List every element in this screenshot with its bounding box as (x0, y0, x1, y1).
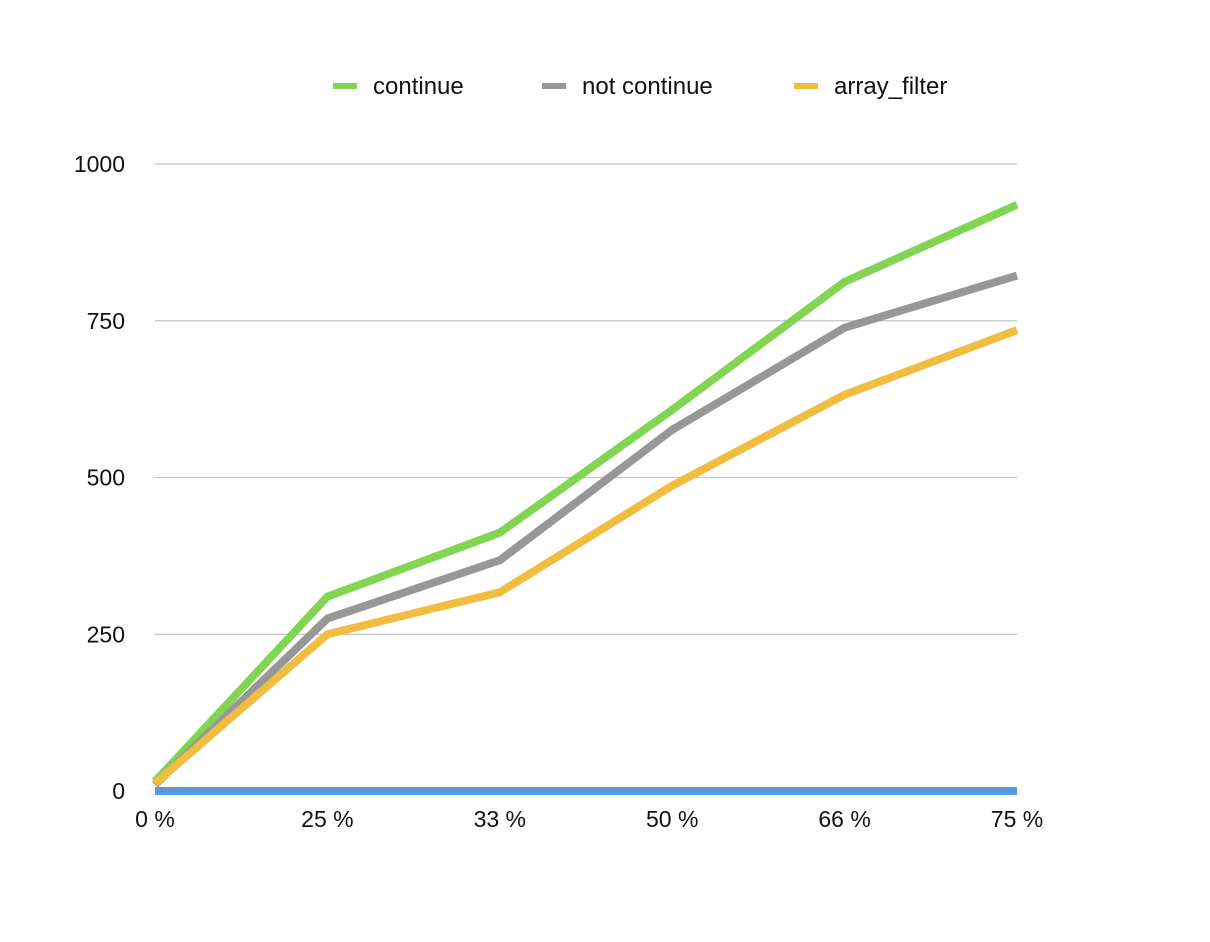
y-tick-label: 750 (87, 308, 125, 334)
legend-item: continue (333, 73, 464, 100)
y-tick-label: 0 (112, 778, 125, 804)
legend-label: continue (373, 73, 464, 100)
x-tick-label: 66 % (818, 806, 870, 832)
grid (155, 163, 1017, 635)
y-tick-label: 250 (87, 621, 125, 647)
series (152, 201, 1019, 795)
y-tick-label: 1000 (74, 151, 125, 177)
x-tick-label: 25 % (301, 806, 353, 832)
x-tick-label: 0 % (135, 806, 175, 832)
series-line-2 (152, 326, 1019, 787)
legend-item: not continue (542, 73, 713, 100)
x-tick-label: 33 % (474, 806, 526, 832)
y-tick-label: 500 (87, 465, 125, 491)
x-tick-label: 50 % (646, 806, 698, 832)
legend-label: not continue (582, 73, 713, 100)
y-axis: 0 250 500 750 1000 (74, 151, 125, 804)
legend: continue not continue array_filter (333, 73, 947, 100)
legend-item: array_filter (794, 73, 947, 100)
x-tick-label: 75 % (991, 806, 1043, 832)
series-line-0 (152, 201, 1019, 785)
legend-label: array_filter (834, 73, 947, 100)
series-line-1 (152, 271, 1019, 788)
x-axis: 0 % 25 % 33 % 50 % 66 % 75 % (135, 790, 1043, 832)
